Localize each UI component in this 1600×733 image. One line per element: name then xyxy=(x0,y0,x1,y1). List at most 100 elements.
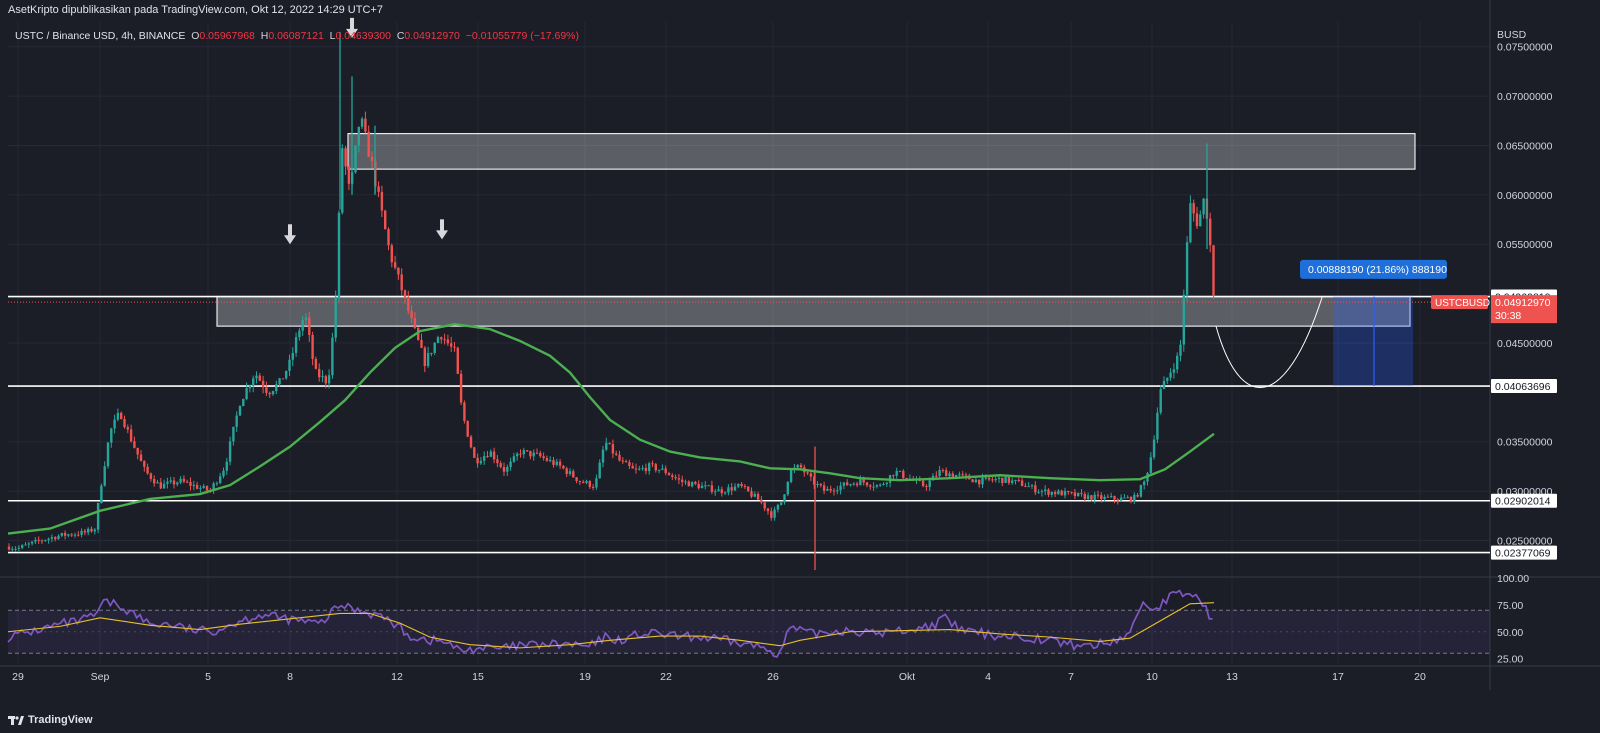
candle-down xyxy=(1209,218,1212,246)
symbol-name[interactable]: USTC / Binance USD, 4h, BINANCE xyxy=(15,30,186,42)
candle-down xyxy=(123,419,126,428)
candle-down xyxy=(1017,479,1020,481)
candle-down xyxy=(991,479,994,481)
candle-up xyxy=(301,319,304,331)
candle-down xyxy=(615,453,618,455)
level-label: 0.04063696 xyxy=(1495,381,1551,393)
candle-up xyxy=(228,441,232,462)
candle-down xyxy=(466,420,469,437)
candle-down xyxy=(628,462,631,466)
low-value: 0.04639300 xyxy=(335,30,391,42)
rsi-axis-tick: 50.00 xyxy=(1497,627,1523,639)
candle-up xyxy=(248,385,252,389)
candle-up xyxy=(202,486,205,488)
candle-up xyxy=(997,477,1001,480)
candle-up xyxy=(522,450,525,455)
candle-down xyxy=(1116,499,1119,501)
candle-down xyxy=(1073,492,1077,497)
candle-up xyxy=(334,297,337,338)
candle-up xyxy=(436,337,440,343)
rsi-axis-tick: 25.00 xyxy=(1497,654,1523,666)
brand-name: TradingView xyxy=(28,714,93,726)
candle-up xyxy=(1182,294,1185,345)
candle-up xyxy=(789,469,793,483)
candle-up xyxy=(242,399,245,407)
candle-up xyxy=(714,491,717,493)
candle-down xyxy=(450,343,453,347)
candle-up xyxy=(568,471,572,474)
candle-down xyxy=(572,471,575,478)
candle-down xyxy=(37,539,40,541)
projection-curve[interactable] xyxy=(1215,297,1323,388)
time-axis-tick: 12 xyxy=(391,671,403,683)
candle-up xyxy=(1156,412,1159,440)
candle-up xyxy=(690,481,694,487)
candle-up xyxy=(532,452,535,457)
price-axis-tick: 0.07000000 xyxy=(1497,91,1553,103)
candle-down xyxy=(1212,245,1215,297)
candle-down xyxy=(70,534,73,536)
candle-down xyxy=(189,482,192,486)
low-label: L xyxy=(329,30,336,42)
candle-up xyxy=(872,486,875,488)
candle-up xyxy=(723,492,727,494)
rsi-line[interactable] xyxy=(7,589,1213,659)
candle-down xyxy=(588,481,591,487)
candle-down xyxy=(545,458,549,461)
candle-down xyxy=(311,334,314,359)
candle-up xyxy=(753,493,756,497)
candle-up xyxy=(1149,457,1152,473)
zone-resistance[interactable] xyxy=(347,132,1416,170)
down-arrow-icon[interactable] xyxy=(436,219,448,240)
candle-up xyxy=(717,489,720,492)
candle-down xyxy=(347,166,351,184)
candle-up xyxy=(57,535,60,540)
candle-up xyxy=(24,544,27,546)
candle-up xyxy=(47,538,50,541)
candle-up xyxy=(169,480,172,482)
candle-up xyxy=(87,528,90,533)
candle-down xyxy=(186,481,189,483)
measure-label[interactable]: 0.00888190 (21.86%) 888190 xyxy=(1308,264,1447,276)
tradingview-logo-icon xyxy=(8,715,24,725)
price-axis-tick: 0.03500000 xyxy=(1497,437,1553,449)
candle-down xyxy=(318,368,321,378)
tradingview-brand[interactable]: TradingView xyxy=(8,714,93,726)
zone-support[interactable] xyxy=(216,295,1411,327)
rsi-axis-tick: 100.00 xyxy=(1497,573,1529,585)
candle-up xyxy=(842,482,846,486)
time-axis-tick: 7 xyxy=(1068,671,1074,683)
candle-up xyxy=(1030,485,1034,487)
rsi-ma-line[interactable] xyxy=(7,602,1215,649)
time-axis-tick: 22 xyxy=(660,671,672,683)
candle-up xyxy=(60,533,63,536)
price-range-box[interactable] xyxy=(1333,296,1413,387)
candle-up xyxy=(327,375,331,384)
down-arrow-icon[interactable] xyxy=(284,224,296,245)
candle-down xyxy=(925,486,928,488)
candle-down xyxy=(281,378,285,380)
candle-down xyxy=(390,245,393,263)
candle-up xyxy=(1057,490,1060,495)
candle-down xyxy=(961,474,964,476)
level-label-bg xyxy=(1491,493,1557,508)
candle-up xyxy=(879,484,882,486)
candle-down xyxy=(83,530,87,533)
candle-down xyxy=(129,429,133,442)
candle-down xyxy=(403,290,407,297)
candle-up xyxy=(1027,486,1030,488)
candle-down xyxy=(397,267,400,275)
candle-down xyxy=(921,480,925,487)
down-arrow-icon[interactable] xyxy=(346,17,358,38)
symbol-tag[interactable]: USTCBUSD xyxy=(1435,298,1490,309)
moving-average-line[interactable] xyxy=(7,322,1215,535)
candle-down xyxy=(63,533,67,536)
candle-down xyxy=(443,339,446,341)
candle-down xyxy=(265,387,268,393)
candle-up xyxy=(192,484,195,486)
candle-up xyxy=(44,540,47,542)
candle-down xyxy=(261,380,265,388)
candle-down xyxy=(654,464,657,471)
candle-up xyxy=(733,486,737,491)
